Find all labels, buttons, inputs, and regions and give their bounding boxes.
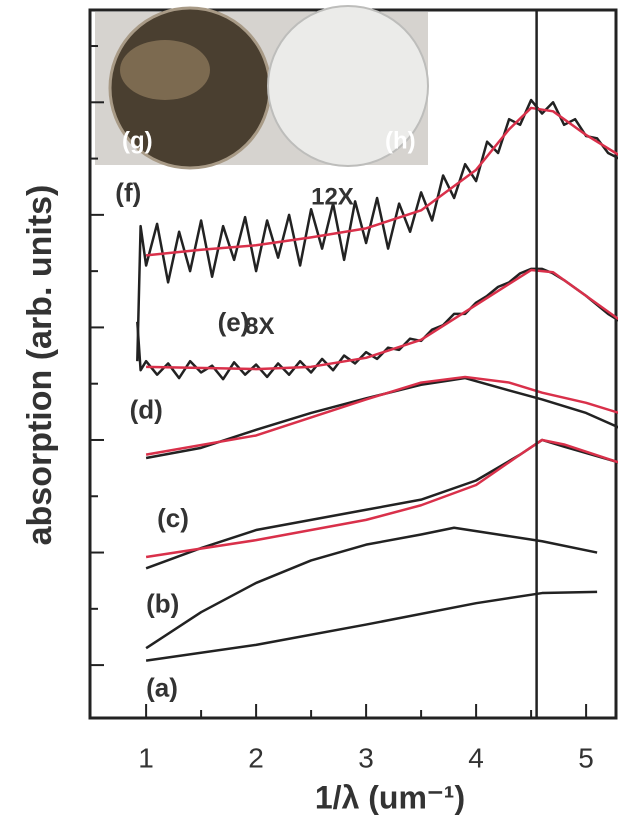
series-label: (c) bbox=[157, 503, 189, 533]
series-label: (f) bbox=[115, 177, 141, 207]
series-label: (a) bbox=[146, 673, 178, 703]
fit-line bbox=[146, 377, 618, 455]
annotation: 8X bbox=[245, 313, 274, 340]
x-tick-label: 4 bbox=[468, 742, 484, 773]
x-tick-label: 1 bbox=[138, 742, 154, 773]
annotation: 12X bbox=[311, 183, 354, 210]
y-axis-title: absorption (arb. units) bbox=[21, 185, 59, 546]
data-line bbox=[146, 378, 618, 458]
sample-g-highlight bbox=[120, 40, 210, 100]
series-label: (b) bbox=[146, 588, 179, 618]
data-line bbox=[137, 269, 618, 379]
fit-line bbox=[146, 440, 618, 557]
x-tick-label: 3 bbox=[358, 742, 374, 773]
data-line bbox=[146, 592, 597, 661]
chart: (g) (h) absorption (arb. units) 1/λ (um⁻… bbox=[0, 0, 618, 824]
x-tick-label: 5 bbox=[578, 742, 594, 773]
series-label: (d) bbox=[130, 395, 163, 425]
inset-label: (g) bbox=[122, 127, 153, 154]
x-tick-label: 2 bbox=[248, 742, 264, 773]
inset-label: (h) bbox=[385, 127, 416, 154]
data-line bbox=[146, 440, 618, 568]
x-axis-title: 1/λ (um⁻¹) bbox=[315, 779, 465, 815]
